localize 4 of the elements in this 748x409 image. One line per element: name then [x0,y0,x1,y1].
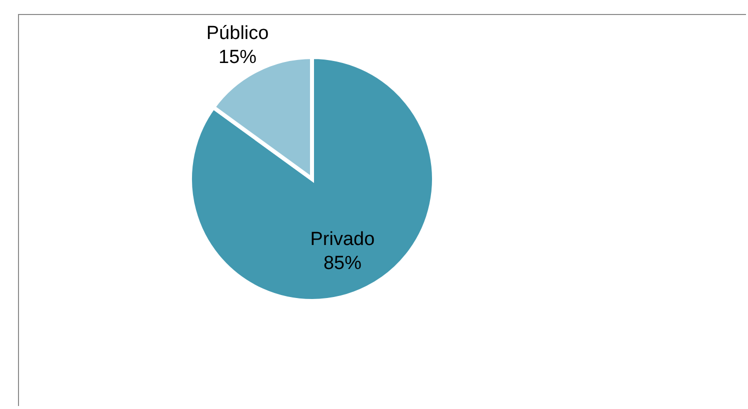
data-label: 85% [323,252,362,274]
data-label: 15% [218,46,257,68]
slice-label: Privado [310,228,375,250]
slice-label: Público [206,22,269,44]
